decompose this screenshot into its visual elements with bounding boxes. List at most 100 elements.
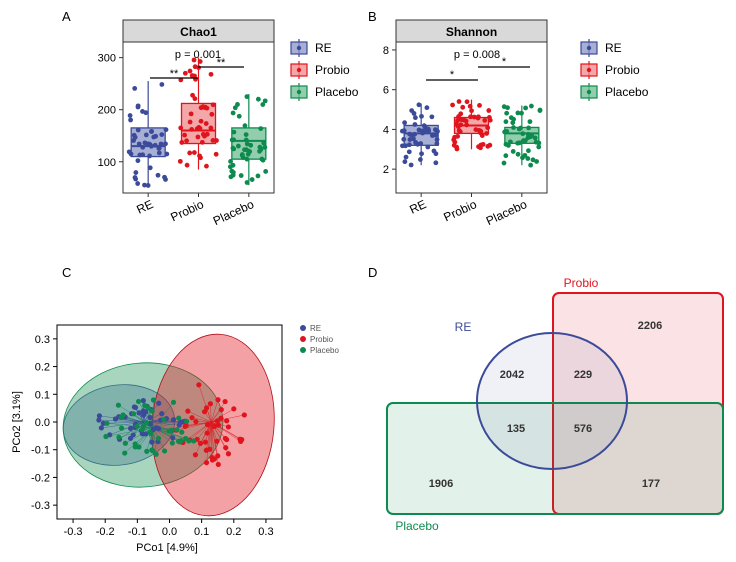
pcoa-legend-dot-placebo	[300, 347, 306, 353]
point-placebo	[242, 123, 248, 129]
point-re	[133, 170, 139, 175]
point-probio	[450, 102, 455, 108]
spider-probio	[187, 410, 212, 423]
point-probio	[198, 118, 204, 124]
chao1-sig-1: **	[170, 68, 179, 80]
shannon-sig-2: *	[502, 56, 507, 68]
pcoa-point-placebo	[155, 435, 162, 441]
legend-dot	[586, 89, 592, 95]
y-tick-label: 4	[383, 124, 389, 136]
chao1-pvalue: p = 0.001	[175, 49, 221, 61]
point-re	[417, 157, 423, 162]
point-placebo	[520, 155, 525, 161]
point-re	[163, 127, 169, 133]
point-placebo	[228, 174, 234, 180]
point-re	[425, 144, 431, 150]
point-re	[131, 132, 137, 138]
point-re	[412, 115, 418, 121]
point-placebo	[529, 103, 534, 109]
pcoa-x-tick-label: 0.1	[194, 526, 209, 538]
pcoa-point-placebo	[115, 402, 122, 408]
pcoa-point-placebo	[116, 434, 122, 440]
pcoa-point-re	[96, 417, 102, 423]
pcoa-point-probio	[206, 446, 213, 452]
point-placebo	[262, 98, 268, 104]
point-probio	[458, 111, 464, 117]
x-tick-label: Placebo	[484, 197, 530, 228]
pcoa-point-placebo	[145, 405, 151, 411]
pcoa-point-probio	[203, 405, 210, 411]
pcoa-point-placebo	[136, 444, 142, 450]
pcoa-point-probio	[239, 436, 245, 443]
pcoa-point-re	[127, 425, 134, 431]
point-re	[147, 165, 153, 171]
point-placebo	[231, 129, 237, 135]
point-re	[142, 182, 147, 188]
point-placebo	[523, 105, 528, 111]
point-placebo	[230, 162, 236, 168]
pcoa-point-probio	[183, 422, 189, 429]
point-probio	[214, 138, 219, 143]
point-probio	[486, 108, 492, 113]
point-probio	[482, 117, 488, 123]
pcoa-point-placebo	[144, 448, 150, 454]
point-probio	[177, 158, 183, 164]
point-probio	[210, 102, 216, 108]
venn-count-probio-placebo: 177	[642, 478, 660, 490]
pcoa-y-tick-label: 0.0	[35, 417, 50, 429]
venn-count-probio-only: 2206	[638, 320, 662, 332]
point-probio	[478, 128, 484, 134]
point-re	[434, 141, 440, 146]
point-probio	[184, 138, 189, 144]
point-re	[159, 82, 165, 87]
point-placebo	[255, 96, 261, 102]
point-re	[135, 181, 141, 186]
pcoa-legend-label-re: RE	[310, 324, 321, 333]
point-probio	[484, 131, 490, 136]
point-re	[401, 128, 407, 134]
legend-label-re: RE	[315, 41, 332, 55]
pcoa-point-probio	[215, 453, 221, 459]
pcoa-y-tick-label: 0.1	[35, 389, 50, 401]
pcoa-y-tick-label: 0.2	[35, 362, 50, 374]
pcoa-point-re	[132, 404, 139, 411]
pcoa-legend-dot-re	[300, 325, 306, 331]
spider-probio	[195, 421, 212, 455]
point-re	[156, 150, 162, 156]
pcoa-point-probio	[214, 438, 220, 444]
point-probio	[208, 71, 214, 77]
pcoa-legend-dot-probio	[300, 336, 306, 342]
panel-letter-d: D	[368, 265, 377, 280]
point-placebo	[255, 173, 261, 179]
point-probio	[190, 92, 195, 98]
point-re	[402, 159, 408, 165]
pcoa-point-placebo	[104, 420, 110, 426]
y-tick-label: 200	[98, 105, 116, 117]
point-probio	[191, 150, 197, 155]
point-probio	[460, 104, 466, 110]
chao1-sig-2: **	[217, 57, 226, 69]
point-placebo	[242, 147, 247, 153]
pcoa-point-re	[155, 426, 162, 432]
pcoa-point-probio	[209, 457, 216, 463]
pcoa-legend-label-placebo: Placebo	[310, 346, 339, 355]
pcoa-point-probio	[203, 460, 210, 466]
spider-probio	[211, 421, 213, 461]
point-probio	[204, 105, 210, 111]
point-re	[411, 111, 417, 116]
point-placebo	[515, 110, 521, 116]
spider-probio	[198, 384, 212, 423]
point-probio	[486, 115, 492, 120]
pcoa-point-placebo	[183, 418, 190, 424]
pcoa-point-probio	[185, 408, 191, 414]
point-placebo	[525, 156, 531, 161]
point-probio	[453, 121, 459, 127]
point-placebo	[246, 148, 252, 154]
pcoa-ylabel: PCo2 [3.1%]	[11, 391, 23, 453]
pcoa-point-probio	[225, 424, 232, 430]
point-placebo	[248, 142, 254, 148]
pcoa-point-placebo	[191, 438, 197, 444]
pcoa-point-probio	[231, 406, 237, 412]
pcoa-point-placebo	[122, 440, 128, 446]
point-re	[135, 127, 141, 133]
